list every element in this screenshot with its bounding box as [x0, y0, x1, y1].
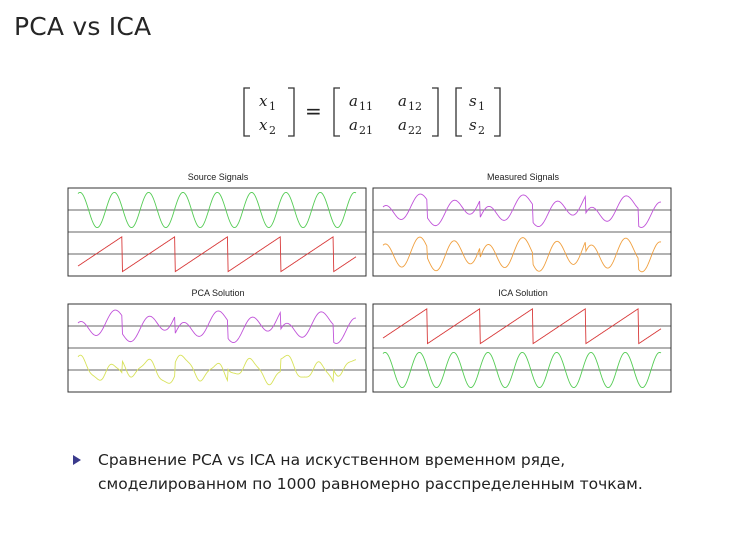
panel-source-plot [67, 187, 367, 277]
matrix-var-12: a [398, 92, 407, 110]
panel-ica-plot [372, 303, 672, 393]
panel-pca-solution: PCA Solution [67, 288, 367, 393]
bullet-text: Сравнение PCA vs ICA на искуственном вре… [98, 451, 643, 493]
panel-measured-plot [372, 187, 672, 277]
signal-mix1-0 [382, 193, 662, 228]
signal-sine-1 [382, 351, 662, 389]
lhs-sub-1: 1 [269, 100, 276, 113]
matrix-sub-22: 22 [408, 124, 422, 137]
lhs-sub-2: 2 [269, 124, 276, 137]
matrix-sub-12: 12 [408, 100, 422, 113]
signal-sine-0 [77, 191, 357, 229]
matrix-sub-21: 21 [359, 124, 373, 137]
signal-sawtooth-1 [77, 236, 357, 273]
panel-title-source: Source Signals [188, 172, 249, 182]
signal-mix1-0 [77, 309, 357, 344]
rhs-sub-2: 2 [478, 124, 485, 137]
matrix-var-11: a [349, 92, 358, 110]
signal-mix3-1 [77, 354, 357, 386]
bullet-item: Сравнение PCA vs ICA на искуственном вре… [73, 448, 713, 496]
lhs-right-bracket [288, 87, 295, 137]
rhs-left-bracket [455, 87, 462, 137]
matrix-var-21: a [349, 116, 358, 134]
lhs-var-2: x [259, 116, 268, 134]
lhs-var-1: x [259, 92, 268, 110]
lhs-left-bracket [243, 87, 250, 137]
bullet-triangle-icon [73, 455, 81, 465]
panel-ica-solution: ICA Solution [372, 288, 672, 393]
panel-title-ica: ICA Solution [498, 288, 548, 298]
panel-measured-signals: Measured Signals [372, 172, 672, 277]
panel-pca-plot [67, 303, 367, 393]
panel-source-signals: Source Signals [67, 172, 367, 277]
pca-ica-figure: Source Signals Measured Signals PCA Solu… [67, 172, 672, 393]
rhs-var-2: s [469, 116, 477, 134]
mixing-equation: x 1 x 2 = a 11 a 12 a 21 a 22 s 1 s 2 [243, 87, 501, 137]
equals-sign: = [305, 99, 322, 123]
panel-title-measured: Measured Signals [487, 172, 560, 182]
matrix-var-22: a [398, 116, 407, 134]
panel-title-pca: PCA Solution [191, 288, 244, 298]
signal-mix2-1 [382, 236, 662, 273]
signal-sawtooth-0 [382, 308, 662, 345]
matrix-right-bracket [432, 87, 439, 137]
rhs-var-1: s [469, 92, 477, 110]
rhs-sub-1: 1 [478, 100, 485, 113]
matrix-left-bracket [333, 87, 340, 137]
rhs-right-bracket [494, 87, 501, 137]
matrix-sub-11: 11 [359, 100, 373, 113]
slide-title: PCA vs ICA [14, 12, 152, 41]
